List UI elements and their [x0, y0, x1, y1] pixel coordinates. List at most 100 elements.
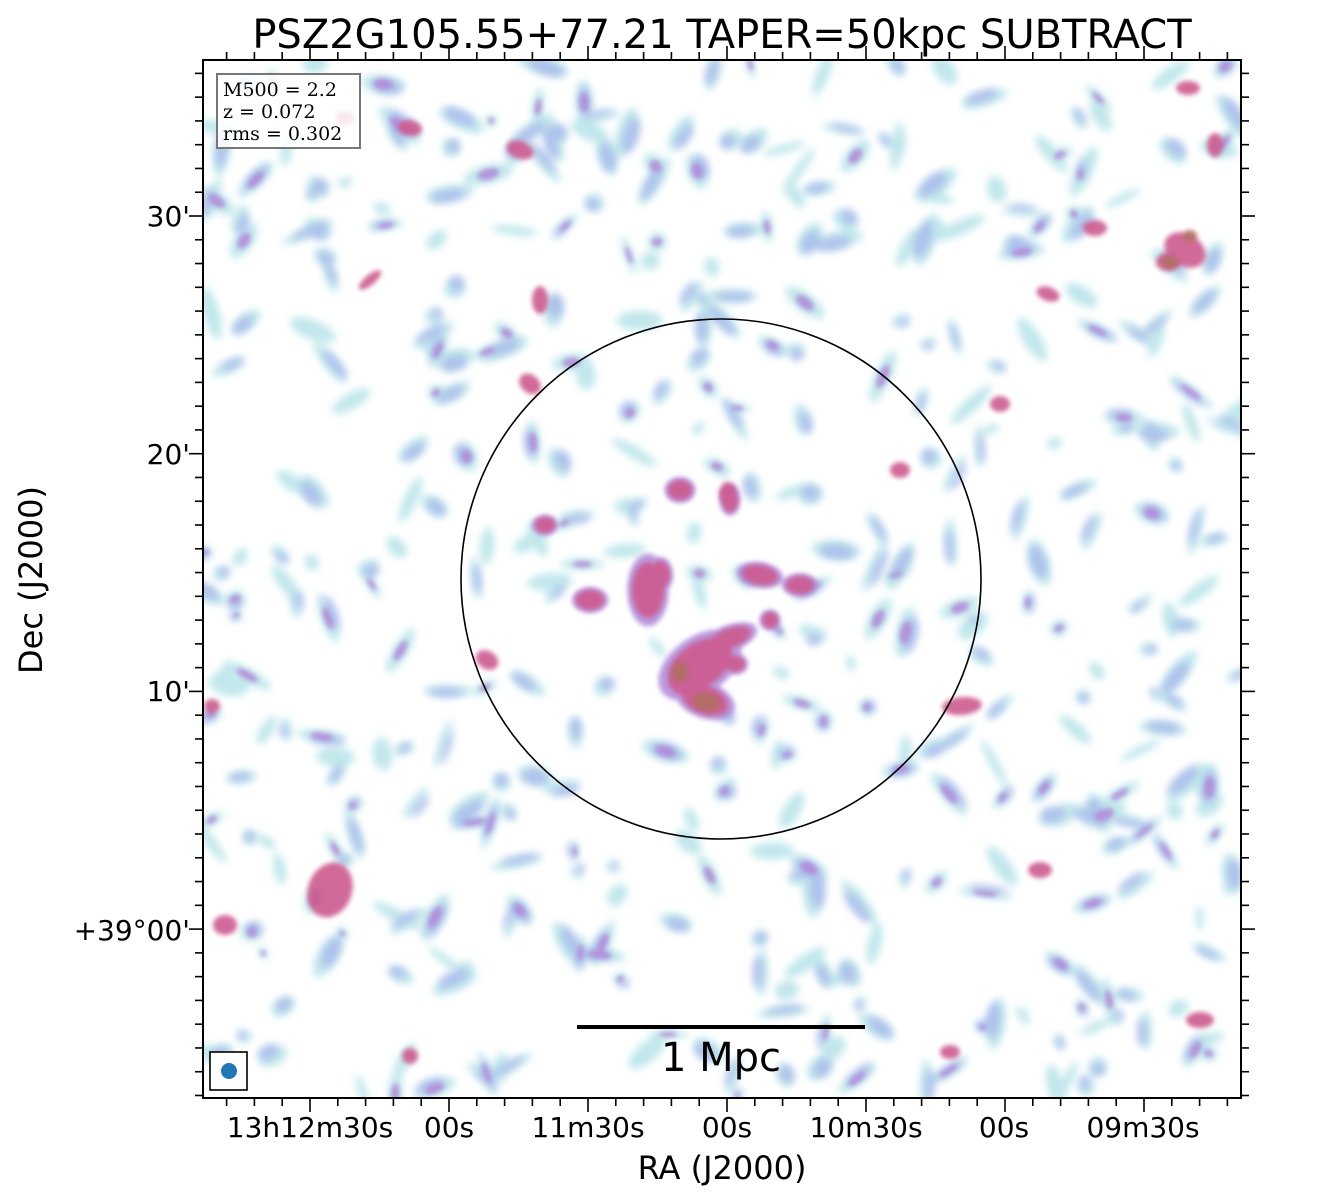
noise-blob-mid — [559, 220, 572, 232]
noise-blob-mid — [1088, 325, 1107, 336]
bright-source — [942, 696, 982, 716]
noise-blob-mid — [997, 792, 1007, 803]
scalebar: 1 Mpc — [577, 1025, 865, 1081]
noise-blob-mid — [236, 668, 259, 683]
noise-blob-low — [437, 386, 464, 403]
noise-blob-faint — [372, 901, 421, 930]
noise-blob-low — [446, 139, 460, 154]
noise-blob-low — [695, 313, 708, 343]
noise-blob-low — [719, 135, 736, 150]
noise-blob-low — [388, 120, 405, 146]
noise-blob-mid — [206, 815, 218, 824]
y-tick-label: 10' — [147, 675, 190, 708]
noise-blob-mid — [1069, 209, 1079, 219]
noise-blob-mid — [1077, 167, 1084, 181]
noise-blob-low — [555, 450, 572, 471]
noise-blob-mid — [432, 342, 443, 359]
noise-blob-faint — [372, 737, 393, 771]
noise-blob-low — [329, 765, 343, 783]
noise-blob-faint — [786, 185, 806, 208]
plot-frame — [202, 59, 1242, 1099]
noise-blob-mid — [528, 432, 538, 452]
noise-blob-low — [968, 615, 979, 624]
noise-blob-low — [232, 315, 253, 334]
noise-blob-faint — [256, 716, 277, 745]
noise-blob-low — [897, 317, 910, 328]
noise-blob-faint — [616, 310, 663, 331]
noise-blob-mid — [339, 930, 346, 937]
noise-blob-low — [743, 476, 756, 498]
noise-blob-mid — [972, 890, 998, 897]
noise-blob-low — [348, 818, 363, 853]
noise-blob-mid — [373, 78, 394, 90]
noise-blob-faint — [203, 287, 222, 340]
noise-blob-faint — [271, 564, 302, 603]
noise-blob-mid — [793, 698, 811, 708]
noise-blob-mid — [534, 98, 542, 116]
noise-blob-mid — [848, 148, 863, 164]
noise-blob-low — [1078, 1075, 1091, 1090]
noise-blob-low — [397, 742, 412, 753]
x-axis-label: RA (J2000) — [638, 1149, 807, 1187]
x-tick-label: 00s — [979, 1111, 1029, 1144]
noise-blob-low — [585, 198, 600, 212]
noise-blob-low — [752, 955, 763, 989]
noise-blob-low — [1162, 661, 1190, 693]
noise-blob-faint — [273, 853, 286, 885]
noise-blob-faint — [1118, 871, 1154, 900]
noise-blob-mid — [1078, 1003, 1086, 1011]
noise-blob-faint — [930, 218, 945, 232]
noise-blob-mid — [310, 732, 334, 741]
noise-blob-faint — [861, 540, 888, 592]
noise-blob-faint — [934, 214, 985, 241]
info-redshift: z = 0.072 — [223, 101, 315, 123]
noise-blob-low — [522, 769, 548, 786]
noise-blob-low — [1090, 1063, 1105, 1077]
noise-blob-faint — [1082, 512, 1102, 551]
noise-blob-low — [1205, 533, 1226, 543]
noise-blob-mid — [800, 861, 818, 876]
noise-blob-mid — [651, 237, 663, 247]
noise-blob-low — [1149, 687, 1158, 697]
noise-blob-low — [935, 730, 968, 752]
noise-blob-low — [229, 772, 251, 782]
noise-blob-mid — [950, 601, 969, 614]
noise-blob-low — [203, 583, 219, 600]
noise-blob-mid — [1034, 220, 1046, 233]
noise-blob-faint — [373, 202, 391, 215]
noise-blob-mid — [577, 945, 584, 961]
noise-blob-low — [567, 842, 575, 860]
noise-blob-low — [891, 60, 905, 73]
cluster-circle — [460, 318, 982, 840]
noise-blob-low — [830, 123, 862, 133]
noise-blob-mid — [899, 621, 912, 644]
noise-blob-mid — [367, 577, 377, 591]
noise-blob-faint — [479, 527, 495, 565]
noise-blob-low — [312, 178, 329, 195]
info-rms: rms = 0.302 — [223, 123, 342, 145]
noise-blob-mid — [247, 171, 264, 189]
bright-source — [1207, 133, 1223, 157]
noise-blob-faint — [704, 257, 720, 277]
noise-blob-faint — [302, 60, 328, 74]
noise-blob-low — [1195, 946, 1220, 960]
noise-blob-mid — [488, 117, 495, 125]
noise-blob-mid — [1159, 842, 1172, 860]
noise-blob-faint — [692, 575, 707, 609]
noise-blob-low — [707, 306, 736, 335]
noise-blob-low — [805, 182, 828, 194]
noise-blob-low — [840, 209, 858, 225]
noise-blob-mid — [1136, 823, 1153, 838]
noise-blob-faint — [680, 281, 704, 312]
noise-blob-low — [1146, 644, 1158, 654]
noise-blob-mid — [485, 811, 496, 836]
noise-blob-faint — [571, 118, 607, 143]
noise-blob-faint — [896, 228, 920, 267]
noise-blob-low — [940, 777, 966, 808]
noise-blob-mid — [260, 950, 266, 957]
noise-blob-mid — [208, 193, 226, 209]
noise-blob-low — [813, 1058, 832, 1078]
noise-blob-low — [1142, 315, 1168, 336]
noise-blob-low — [1106, 837, 1125, 851]
noise-blob-faint — [784, 947, 826, 978]
